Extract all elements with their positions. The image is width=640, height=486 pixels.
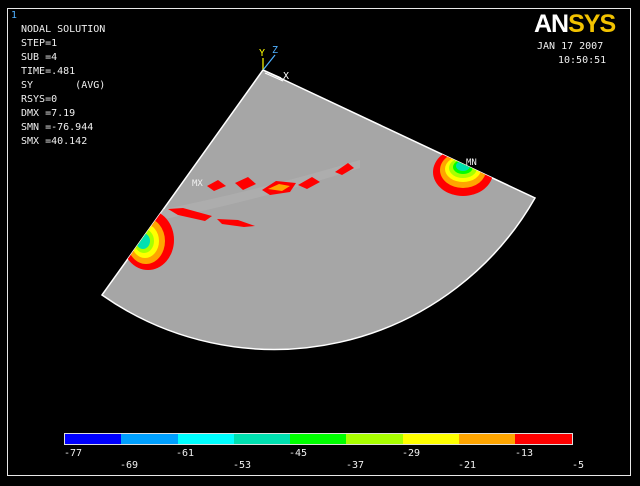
mn-marker: MN — [466, 158, 477, 168]
coordinate-triad: Y Z X — [259, 45, 289, 82]
legend-tick: -29 — [402, 448, 421, 459]
info-step: STEP=1 — [21, 38, 58, 49]
legend-swatch — [65, 434, 122, 444]
legend-tick: -61 — [176, 448, 195, 459]
triad-y-label: Y — [259, 48, 265, 59]
triad-z-label: Z — [272, 45, 278, 56]
window-number: 1 — [11, 10, 18, 21]
logo-sys: SYS — [568, 10, 616, 38]
solution-info: NODAL SOLUTION STEP=1 SUB =4 TIME=.481 S… — [21, 23, 105, 149]
model-band — [160, 160, 360, 220]
info-dmx: DMX =7.19 — [21, 108, 76, 119]
legend-tick: -45 — [289, 448, 308, 459]
contour-streaks — [168, 163, 354, 227]
legend-tick: -53 — [233, 460, 252, 471]
info-smx: SMX =40.142 — [21, 136, 88, 147]
legend-swatch — [515, 434, 572, 444]
solution-title: NODAL SOLUTION — [21, 24, 106, 35]
info-rsys: RSYS=0 — [21, 94, 58, 105]
legend-tick: -77 — [64, 448, 83, 459]
info-time: TIME=.481 — [21, 66, 76, 77]
model-sector — [100, 69, 537, 351]
legend-tick: -69 — [120, 460, 139, 471]
contour-legend-bar — [64, 433, 573, 445]
contour-left — [122, 210, 174, 270]
legend-tick: -5 — [572, 460, 585, 471]
legend-tick: -13 — [515, 448, 534, 459]
contour-right — [433, 148, 493, 196]
info-sy: SY (AVG) — [21, 80, 106, 91]
legend-tick: -37 — [346, 460, 365, 471]
date-label: JAN 17 2007 — [537, 41, 604, 52]
info-sub: SUB =4 — [21, 52, 58, 63]
legend-swatch — [177, 434, 234, 444]
legend-swatch — [402, 434, 460, 444]
time-label: 10:50:51 — [558, 55, 607, 66]
logo-an: AN — [534, 10, 569, 38]
ansys-logo: ANSYS — [534, 10, 616, 39]
legend-swatch — [459, 434, 516, 444]
legend-tick: -21 — [458, 460, 477, 471]
legend-swatch — [121, 434, 178, 444]
triad-x-label: X — [283, 71, 289, 82]
info-smn: SMN =-76.944 — [21, 122, 94, 133]
legend-swatch — [346, 434, 403, 444]
legend-swatch — [233, 434, 291, 444]
legend-swatch — [290, 434, 347, 444]
graphics-window-frame — [7, 8, 631, 476]
mx-marker: MX — [192, 179, 203, 189]
